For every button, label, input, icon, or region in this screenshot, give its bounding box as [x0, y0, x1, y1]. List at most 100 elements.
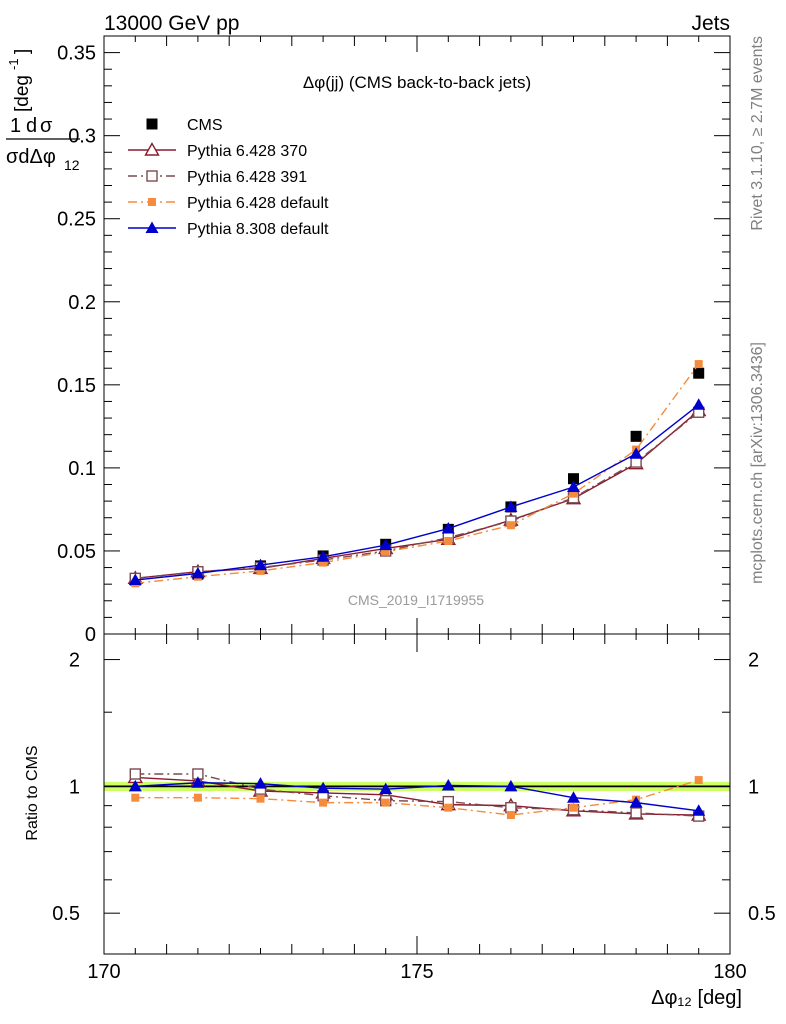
ratio-data-point: [131, 793, 140, 802]
data-point: [692, 398, 706, 410]
legend-label: Pythia 6.428 370: [187, 143, 307, 160]
series-line: [135, 411, 700, 580]
x-tick-label: 180: [713, 961, 746, 983]
ratio-series-line: [135, 776, 699, 816]
data-point: [381, 547, 390, 556]
data-point: [567, 480, 580, 492]
ratio-data-point: [379, 782, 393, 795]
legend-entry-pythia-8-308-default: Pythia 8.308 default: [128, 221, 329, 238]
legend-label: Pythia 8.308 default: [187, 221, 329, 238]
y-tick-label: 0.35: [57, 43, 96, 65]
ratio-y-tick-labels: 0.5 1 2: [52, 650, 80, 926]
legend-marker: [144, 142, 160, 156]
y-tick-label: 0: [85, 624, 96, 646]
ratio-y-tick-label-right: 1: [748, 776, 759, 798]
data-point: [191, 566, 205, 579]
main-axis-ticks: [103, 35, 731, 635]
legend-label: Pythia 6.428 default: [187, 195, 329, 212]
ratio-series: [127, 768, 707, 822]
ratio-data-point: [567, 791, 580, 803]
data-point: [319, 558, 328, 567]
ratio-y-axis-label: Ratio to CMS: [24, 745, 41, 840]
legend: CMS Pythia 6.428 370 Pythia 6.428 391 Pythi…: [128, 117, 329, 238]
analysis-watermark: CMS_2019_I1719955: [348, 592, 484, 608]
y-tick-label: 0.25: [57, 209, 96, 231]
series-pythia-6-428-391: [129, 406, 705, 585]
ratio-data-point: [694, 776, 703, 785]
data-point: [444, 536, 453, 545]
data-point: [316, 550, 330, 562]
data-point: [506, 521, 515, 530]
legend-marker: [145, 221, 159, 233]
ratio-data-point: [128, 779, 142, 792]
ratio-data-point: [504, 779, 518, 792]
legend-label: Pythia 6.428 391: [187, 169, 307, 186]
data-point: [693, 367, 705, 379]
x-tick-labels: 170 175 180: [87, 961, 746, 983]
data-point: [569, 489, 578, 498]
legend-entry-pythia-6-428-391: Pythia 6.428 391: [128, 169, 307, 186]
legend-marker: [148, 198, 156, 206]
y-label-num-sigma: σ: [40, 115, 53, 137]
y-tick-label: 0.3: [68, 126, 96, 148]
y-tick-label: 0.05: [57, 541, 96, 563]
y-label-num: 1: [10, 115, 21, 137]
ratio-data-point: [692, 804, 706, 816]
series-cms: [129, 367, 705, 586]
ratio-data-point: [381, 798, 390, 807]
ratio-data-point: [629, 796, 643, 808]
y-tick-label: 0.2: [68, 292, 96, 314]
x-tick-label: 175: [400, 961, 433, 983]
main-panel: 0 0.05 0.1 0.15 0.2 0.25 0.3 0.35 Δφ(jj) (CMS b…: [57, 35, 731, 646]
data-point: [568, 473, 579, 485]
y-tick-label: 0.15: [57, 375, 96, 397]
y-tick-label: 0.1: [68, 458, 96, 480]
main-title: Δφ(jj) (CMS back-to-back jets): [303, 73, 531, 92]
ratio-y-tick-label-right: 0.5: [748, 903, 776, 925]
data-point: [254, 558, 267, 571]
mcplots-label: mcplots.cern.ch [arXiv:1306.3436]: [749, 342, 766, 584]
ratio-band: [104, 781, 730, 792]
ratio-y-tick-labels-right: 0.5 1 2: [748, 650, 776, 926]
legend-entry-cms: CMS: [146, 117, 223, 134]
ratio-series-line: [135, 779, 699, 816]
ratio-data-point: [441, 778, 455, 791]
ratio-y-tick-label: 1: [69, 776, 80, 798]
header-left: 13000 GeV pp: [104, 12, 239, 35]
data-point: [694, 360, 703, 369]
header-right: Jets: [691, 12, 730, 35]
data-point: [629, 447, 643, 459]
ratio-data-point: [444, 803, 453, 812]
data-point: [630, 430, 642, 442]
main-y-tick-labels: 0 0.05 0.1 0.15 0.2 0.25 0.3 0.35: [57, 43, 96, 646]
ratio-data-point: [316, 781, 330, 794]
ratio-axis-ticks: [103, 634, 731, 954]
ratio-y-tick-label: 2: [69, 650, 80, 672]
ratio-series-pythia-8-308-default: [128, 776, 706, 816]
y-label-den: σdΔφ: [6, 146, 56, 168]
ratio-data-point: [193, 793, 202, 802]
ratio-data-point: [630, 807, 642, 819]
legend-label: CMS: [187, 117, 223, 134]
ratio-data-point: [254, 777, 267, 789]
ratio-data-point: [256, 794, 265, 803]
ratio-y-tick-label: 0.5: [52, 903, 80, 925]
ratio-series-line: [135, 773, 699, 817]
series-line: [135, 363, 700, 585]
series-line: [135, 404, 700, 581]
legend-entry-pythia-6-428-370: Pythia 6.428 370: [128, 142, 307, 160]
legend-marker: [146, 170, 158, 182]
ratio-y-tick-label-right: 2: [748, 650, 759, 672]
data-point: [379, 538, 393, 551]
data-point: [441, 522, 455, 534]
ratio-data-point: [506, 811, 515, 820]
legend-marker: [146, 118, 158, 130]
ratio-series-line: [135, 782, 699, 812]
rivet-label: Rivet 3.1.10, ≥ 2.7M events: [749, 36, 766, 231]
y-label-den-sub: 12: [64, 157, 80, 173]
data-point: [256, 566, 265, 575]
y-label-units-sup: -1: [6, 58, 21, 70]
legend-entry-pythia-6-428-default: Pythia 6.428 default: [128, 195, 329, 212]
ratio-data-point: [319, 798, 328, 807]
y-label-units: [deg: [12, 75, 33, 112]
